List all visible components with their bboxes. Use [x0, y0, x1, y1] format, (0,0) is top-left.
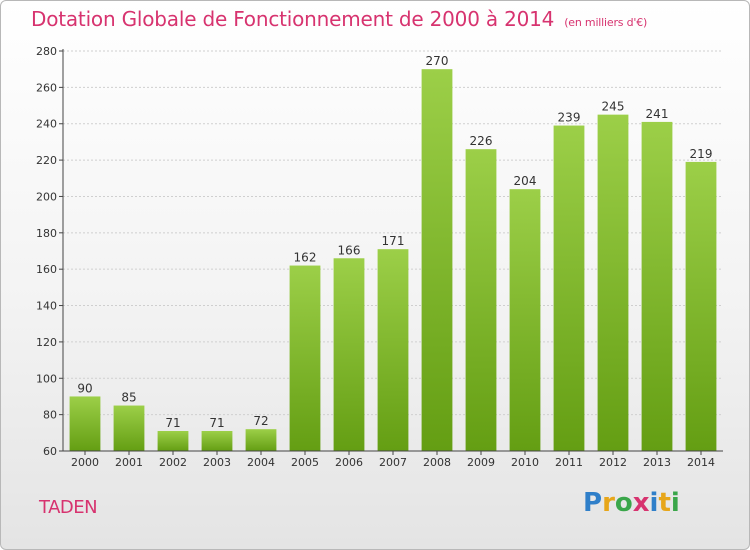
value-label-2014: 219 — [690, 147, 713, 161]
value-label-2012: 245 — [602, 100, 625, 114]
value-label-2009: 226 — [470, 134, 493, 148]
x-tick-label: 2010 — [511, 456, 539, 469]
commune-name: TADEN — [39, 497, 98, 518]
x-tick-label: 2001 — [115, 456, 143, 469]
value-label-2008: 270 — [426, 54, 449, 68]
y-tick-label: 260 — [36, 81, 57, 94]
logo-letter: P — [583, 488, 603, 518]
bar-2004 — [245, 429, 277, 451]
logo-letter: i — [670, 488, 680, 518]
bar-2007 — [377, 249, 409, 451]
value-label-2002: 71 — [165, 416, 180, 430]
bar-2013 — [641, 121, 673, 451]
chart-subtitle: (en milliers d'€) — [564, 16, 648, 29]
x-tick-label: 2009 — [467, 456, 495, 469]
bar-2009 — [465, 149, 497, 451]
x-tick-label: 2002 — [159, 456, 187, 469]
value-label-2000: 90 — [77, 381, 92, 395]
y-tick-label: 180 — [36, 227, 57, 240]
y-tick-label: 80 — [43, 409, 57, 422]
value-label-2006: 166 — [338, 243, 361, 257]
grid-layer — [63, 50, 723, 416]
value-label-2013: 241 — [646, 107, 669, 121]
bar-2011 — [553, 125, 585, 451]
chart-title-text: Dotation Globale de Fonctionnement de 20… — [31, 7, 555, 31]
y-tick-label: 100 — [36, 372, 57, 385]
x-tick-label: 2013 — [643, 456, 671, 469]
axis-layer: 60 80 100 120 140 160 180 200 220 240 260 280 2000 20… — [36, 45, 723, 469]
bar-2012 — [597, 114, 629, 452]
bar-2003 — [201, 431, 233, 451]
logo-letter: t — [658, 488, 671, 518]
x-tick-label: 2004 — [247, 456, 275, 469]
value-label-2007: 171 — [382, 234, 405, 248]
x-tick-label: 2000 — [71, 456, 99, 469]
logo-letter: o — [614, 488, 633, 518]
bar-layer: 90 85 71 71 72 162 166 171 270 226 204 239 245 241 219 — [69, 54, 717, 452]
bar-2002 — [157, 431, 189, 451]
value-label-2005: 162 — [294, 251, 317, 265]
x-tick-label: 2003 — [203, 456, 231, 469]
proxiti-logo: Proxiti — [583, 488, 680, 518]
bar-2000 — [69, 396, 101, 451]
value-label-2010: 204 — [514, 174, 537, 188]
bar-2001 — [113, 405, 145, 451]
bar-2008 — [421, 69, 453, 451]
y-tick-label: 200 — [36, 190, 57, 203]
x-tick-label: 2011 — [555, 456, 583, 469]
x-tick-label: 2006 — [335, 456, 363, 469]
y-tick-label: 140 — [36, 300, 57, 313]
value-label-2003: 71 — [209, 416, 224, 430]
x-tick-label: 2008 — [423, 456, 451, 469]
bar-2005 — [289, 265, 321, 451]
bar-2014 — [685, 161, 717, 451]
y-tick-label: 120 — [36, 336, 57, 349]
x-tick-label: 2007 — [379, 456, 407, 469]
value-label-2004: 72 — [253, 414, 268, 428]
value-label-2011: 239 — [558, 111, 581, 125]
y-tick-label: 60 — [43, 445, 57, 458]
y-tick-label: 160 — [36, 263, 57, 276]
y-tick-label: 280 — [36, 45, 57, 58]
logo-letter: r — [602, 488, 615, 518]
x-tick-label: 2014 — [687, 456, 715, 469]
y-tick-label: 240 — [36, 118, 57, 131]
bar-2010 — [509, 189, 541, 451]
x-tick-label: 2005 — [291, 456, 319, 469]
chart-title: Dotation Globale de Fonctionnement de 20… — [31, 7, 647, 31]
logo-letter: i — [649, 488, 659, 518]
value-label-2001: 85 — [121, 391, 136, 405]
bar-2006 — [333, 258, 365, 451]
y-tick-label: 220 — [36, 154, 57, 167]
logo-letter: x — [632, 488, 650, 518]
x-tick-label: 2012 — [599, 456, 627, 469]
